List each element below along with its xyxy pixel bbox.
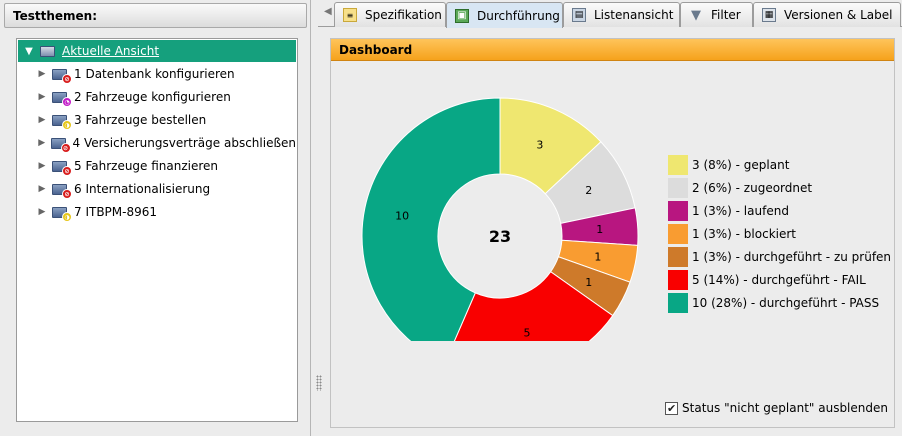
tree-item[interactable]: ▶ ◔ 2 Fahrzeuge konfigurieren: [18, 87, 296, 107]
test-themes-tree: ▼ Aktuelle Ansicht ▶ ⊘ 1 Datenbank konfigu…: [16, 38, 298, 422]
legend-label: 2 (6%) - zugeordnet: [692, 180, 813, 195]
legend-entry: 1 (3%) - blockiert: [668, 222, 891, 245]
chart-legend: 3 (8%) - geplant 2 (6%) - zugeordnet 1 (3%…: [668, 153, 891, 314]
slice-value-label: 3: [536, 138, 543, 151]
tree-root-current-view[interactable]: ▼ Aktuelle Ansicht: [18, 40, 296, 62]
tree-item[interactable]: ▶ ⊘ 5 Fahrzeuge finanzieren: [18, 156, 296, 176]
folder-icon: ⊘: [52, 159, 72, 176]
legend-swatch: [668, 246, 688, 267]
tree-item-label: 6 Internationalisierung: [74, 182, 211, 196]
tab-listenansicht[interactable]: ▤ Listenansicht: [563, 2, 680, 27]
hide-not-planned-toggle[interactable]: ✔ Status "nicht geplant" ausblenden: [665, 401, 888, 415]
tab-filter[interactable]: ▼ Filter: [680, 2, 753, 27]
tab-label: Spezifikation: [365, 8, 442, 22]
slice-value-label: 1: [596, 223, 603, 236]
tree-item[interactable]: ▶ ⊘ 4 Versicherungsverträge abschließen: [18, 133, 296, 153]
collapse-left-icon[interactable]: ◀: [324, 6, 332, 17]
legend-label: 1 (3%) - durchgeführt - zu prüfen: [692, 249, 892, 264]
legend-label: 1 (3%) - laufend: [692, 203, 789, 218]
tab-label: Filter: [711, 8, 741, 22]
legend-entry: 5 (14%) - durchgeführt - FAIL: [668, 268, 891, 291]
test-themes-panel: Testthemen: ▼ Aktuelle Ansicht ▶ ⊘ 1 Daten…: [0, 0, 311, 436]
status-badge-icon: ⊘: [62, 74, 72, 84]
tree-item-label: 7 ITBPM-8961: [74, 205, 158, 219]
tree-root-label[interactable]: Aktuelle Ansicht: [62, 44, 160, 58]
panel-title: Testthemen:: [4, 3, 307, 28]
expand-arrow-icon[interactable]: ▶: [38, 207, 46, 217]
dashboard-title: Dashboard: [331, 39, 894, 61]
legend-entry: 2 (6%) - zugeordnet: [668, 176, 891, 199]
expand-arrow-icon[interactable]: ▼: [25, 45, 33, 57]
donut-slice: [361, 97, 501, 341]
status-badge-icon: ◑: [62, 212, 72, 222]
folder-icon: ◑: [52, 113, 72, 130]
expand-arrow-icon[interactable]: ▶: [38, 69, 46, 79]
legend-swatch: [668, 269, 688, 290]
legend-entry: 1 (3%) - laufend: [668, 199, 891, 222]
expand-arrow-icon[interactable]: ▶: [38, 184, 46, 194]
folder-icon: ◔: [52, 90, 72, 107]
total-count-label: 23: [489, 227, 511, 246]
legend-entry: 10 (28%) - durchgeführt - PASS: [668, 291, 891, 314]
tab-label: Listenansicht: [594, 8, 674, 22]
table-icon: ▤: [572, 8, 586, 22]
tab-bar: ◀ ≡ Spezifikation ▣ Durchführung ▤ Liste…: [318, 0, 902, 28]
legend-label: 5 (14%) - durchgeführt - FAIL: [692, 272, 866, 287]
hide-not-planned-label: Status "nicht geplant" ausblenden: [682, 401, 888, 415]
tree-item[interactable]: ▶ ⊘ 1 Datenbank konfigurieren: [18, 64, 296, 84]
filter-icon: ▼: [691, 7, 701, 23]
tree-item-label: 5 Fahrzeuge finanzieren: [74, 159, 219, 173]
folder-icon: [40, 44, 56, 58]
versions-icon: ▦: [762, 8, 776, 22]
tree-item[interactable]: ▶ ◑ 7 ITBPM-8961: [18, 202, 296, 222]
tab-label: Versionen & Label: [784, 8, 893, 22]
tree-item[interactable]: ▶ ◑ 3 Fahrzeuge bestellen: [18, 110, 296, 130]
status-badge-icon: ⊘: [60, 143, 71, 153]
tree-item-label: 3 Fahrzeuge bestellen: [74, 113, 207, 127]
slice-value-label: 1: [594, 250, 601, 263]
legend-swatch: [668, 177, 688, 198]
tab-spezifikation[interactable]: ≡ Spezifikation: [334, 2, 446, 27]
legend-label: 1 (3%) - blockiert: [692, 226, 797, 241]
tree-item-label: 4 Versicherungsverträge abschließen: [72, 136, 296, 150]
tree-item-label: 1 Datenbank konfigurieren: [74, 67, 235, 81]
expand-arrow-icon[interactable]: ▶: [38, 138, 46, 148]
hide-not-planned-checkbox[interactable]: ✔: [665, 401, 679, 415]
tree-item-label: 2 Fahrzeuge konfigurieren: [74, 90, 231, 104]
donut-hole: [439, 175, 561, 297]
folder-icon: ⊘: [51, 136, 71, 153]
tab-label: Durchführung: [477, 8, 560, 23]
legend-entry: 3 (8%) - geplant: [668, 153, 891, 176]
legend-label: 10 (28%) - durchgeführt - PASS: [692, 295, 880, 310]
status-badge-icon: ◑: [62, 120, 72, 130]
tab-durchfuehrung[interactable]: ▣ Durchführung: [446, 2, 563, 28]
splitter-handle[interactable]: [316, 375, 322, 391]
status-badge-icon: ⊘: [62, 166, 72, 176]
legend-label: 3 (8%) - geplant: [692, 157, 790, 172]
legend-swatch: [668, 223, 688, 244]
dashboard-panel: Dashboard 3 2 1 1 1 5 10 23 3 (8%) - geplant 2 (…: [330, 38, 895, 428]
slice-value-label: 10: [395, 210, 409, 223]
donut-slice: [453, 271, 614, 341]
execution-icon: ▣: [455, 8, 469, 23]
list-icon: ≡: [343, 8, 357, 22]
legend-swatch: [668, 200, 688, 221]
folder-icon: ◑: [52, 205, 72, 222]
legend-swatch: [668, 154, 688, 175]
expand-arrow-icon[interactable]: ▶: [38, 161, 46, 171]
slice-value-label: 1: [585, 276, 592, 289]
status-badge-icon: ◔: [62, 97, 72, 107]
folder-icon: ⊘: [52, 182, 72, 199]
slice-value-label: 5: [523, 326, 530, 339]
legend-swatch: [668, 292, 688, 313]
expand-arrow-icon[interactable]: ▶: [38, 115, 46, 125]
slice-value-label: 2: [585, 184, 592, 197]
tab-versionen-label[interactable]: ▦ Versionen & Label: [753, 2, 901, 27]
expand-arrow-icon[interactable]: ▶: [38, 92, 46, 102]
status-badge-icon: ⊘: [62, 189, 72, 199]
folder-icon: ⊘: [52, 67, 72, 84]
tree-item[interactable]: ▶ ⊘ 6 Internationalisierung: [18, 179, 296, 199]
legend-entry: 1 (3%) - durchgeführt - zu prüfen: [668, 245, 891, 268]
